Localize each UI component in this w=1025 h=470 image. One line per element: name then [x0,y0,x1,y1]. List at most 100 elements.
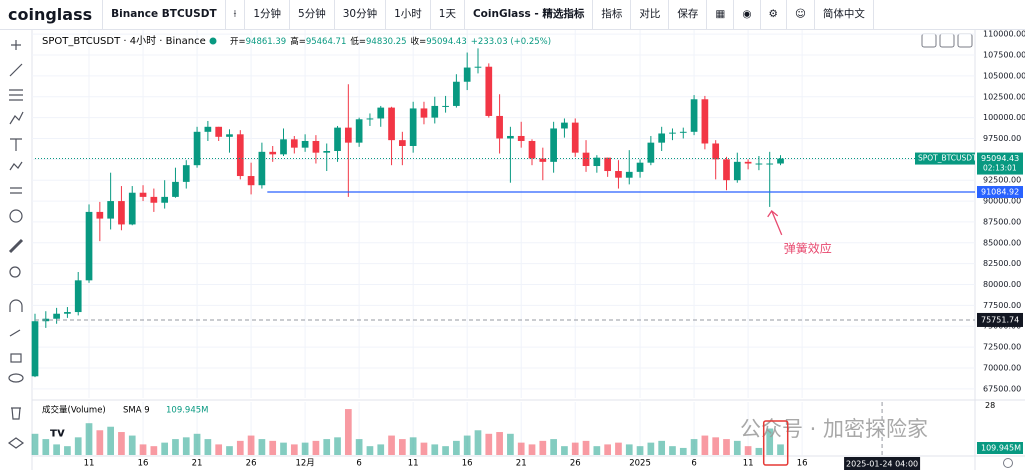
crosshair-tool[interactable] [11,40,21,50]
countdown-label: 02:13:01 [983,164,1017,173]
compare-button[interactable]: 对比 [631,0,670,29]
candle-body [712,143,720,160]
ohlc-label: 高= [290,36,306,47]
lock-tool[interactable] [10,353,22,363]
y-tick-label: 105000.00 [983,71,1025,80]
candle-body [334,127,341,151]
ohlc-label: 开= [230,37,246,47]
delete-tool[interactable] [11,407,21,420]
indicator-button[interactable]: 指标 [593,0,632,29]
left-toolbar [7,40,25,449]
candle-body [582,152,590,167]
volume-bar [712,437,720,455]
support-label: 91084.92 [981,188,1019,197]
tv-logo: ᴛᴠ [50,426,65,440]
layout-icon[interactable]: ▦ [707,0,735,29]
text-tool[interactable] [10,138,22,151]
visibility-tool[interactable] [8,373,24,383]
interval-button[interactable]: 1分钟 [245,0,291,29]
maximize-button[interactable] [939,33,955,48]
fib-tool[interactable] [9,89,23,101]
x-tick-label: 26 [570,459,581,469]
layers-tool[interactable] [7,437,25,449]
last-price-box [977,152,1023,175]
candle-body [636,162,644,172]
settings-button[interactable] [1003,458,1013,468]
candle-body [409,108,417,146]
support-label-box [977,186,1023,199]
last-price-label: 95094.43 [981,154,1019,163]
crosshair-price: 75751.74 [981,315,1019,324]
volume-bar [733,440,741,455]
candle-body [528,140,536,159]
interval-button[interactable]: 1天 [431,0,465,29]
scroll-button[interactable] [921,33,937,48]
interval-button[interactable]: 1小时 [386,0,431,29]
volume-bar [539,440,547,455]
settings-icon[interactable]: ⚙ [761,0,787,29]
fullscreen-button[interactable] [957,33,973,48]
y-tick-label: 80000.00 [983,280,1021,289]
compare-icon[interactable]: ⟊ [226,0,246,29]
save-button[interactable]: 保存 [669,0,708,29]
volume-bar [161,442,169,455]
volume-bar [442,446,449,455]
trendline-tool[interactable] [9,63,23,77]
volume-bar [290,444,298,455]
candle-body [236,134,244,177]
volume-bar [474,430,482,455]
candle-body [204,126,212,132]
crosshair-price-box [977,312,1023,327]
volume-bar [139,444,147,455]
y-tick-label: 70000.00 [983,363,1021,372]
volume-last-box [977,442,1023,454]
symbol-button[interactable]: Binance BTCUSDT [103,0,226,29]
candle-body [561,122,568,129]
candle-body [777,158,784,164]
language-button[interactable]: 简体中文 [815,0,874,29]
candle-body [161,196,169,203]
candle-body [517,135,525,141]
magnet-tool[interactable] [9,299,23,312]
candle-body [744,161,752,164]
volume-bar [204,439,212,455]
volume-bar [528,444,536,455]
candle-body [690,99,698,132]
candle-body [453,81,460,106]
draw-lock-tool[interactable] [9,329,21,337]
ruler-tool[interactable] [8,238,24,254]
emoji-tool[interactable] [9,209,23,223]
x-tick-label: 6 [691,459,696,469]
volume-bar [409,437,417,455]
user-icon[interactable]: ☺ [787,0,815,29]
volume-bar [453,440,460,455]
last-price-tag: SPOT_BTCUSDT [918,154,977,163]
candle-body [593,157,601,167]
measure-tool[interactable] [10,187,22,194]
last-price-tag-box [915,152,975,165]
x-tick-label: 6 [356,459,361,469]
candle-body [420,108,428,118]
volume-bar [334,437,341,455]
prediction-tool[interactable] [9,161,23,171]
interval-button[interactable]: 5分钟 [290,0,335,29]
candle-body [258,151,266,186]
volume-bar [355,439,363,455]
volume-bar [247,435,255,455]
volume-bar [301,442,309,455]
x-tick-label: 16 [797,459,808,469]
volume-bar [258,439,266,455]
chart-title: SPOT_BTCUSDT · 4小时 · Binance [42,35,206,47]
y-tick-label: 107500.00 [983,51,1025,60]
volume-bar [507,433,514,455]
camera-icon[interactable]: ◉ [734,0,761,29]
interval-button[interactable]: 30分钟 [335,0,387,29]
indicator-button[interactable]: CoinGlass - 精选指标 [465,0,594,29]
candle-body [290,139,298,148]
candle-body [539,158,547,162]
volume-bar [690,439,698,455]
candle-body [766,163,774,165]
zoom-tool[interactable] [9,266,21,278]
pattern-tool[interactable] [9,111,24,125]
candle-body [269,151,277,155]
